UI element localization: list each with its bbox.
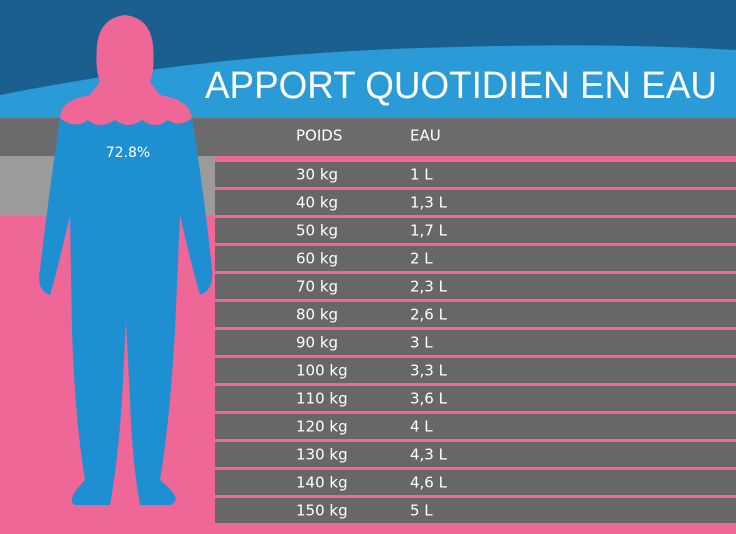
title: APPORT QUOTIDIEN EN EAU — [205, 65, 717, 107]
table-cell: 2 L — [410, 250, 433, 268]
table-cell: 3 L — [410, 334, 433, 352]
body-water — [39, 95, 213, 505]
table-cell: 2,6 L — [410, 306, 448, 324]
table-cell: 3,3 L — [410, 362, 448, 380]
table-cell: 130 kg — [296, 446, 348, 464]
table-row — [215, 358, 736, 383]
table-row — [215, 386, 736, 411]
body-head — [60, 15, 192, 125]
table-row — [215, 246, 736, 271]
table-row — [215, 442, 736, 467]
table-row — [215, 218, 736, 243]
table-rows: 30 kg 1 L 40 kg 1,3 L 50 kg 1,7 L 60 kg 2 L 70 k… — [215, 162, 736, 523]
table-cell: 90 kg — [296, 334, 338, 352]
table-cell: 120 kg — [296, 418, 348, 436]
figure: 72.8% — [39, 15, 213, 505]
table-row — [215, 414, 736, 439]
table-cell: 4 L — [410, 418, 433, 436]
table-cell: 80 kg — [296, 306, 338, 324]
table-cell: 1,3 L — [410, 194, 448, 212]
table-cell: 110 kg — [296, 390, 348, 408]
table-cell: 50 kg — [296, 222, 338, 240]
column-header: POIDS — [296, 127, 342, 145]
table-row — [215, 190, 736, 215]
table-cell: 1,7 L — [410, 222, 448, 240]
table-cell: 40 kg — [296, 194, 338, 212]
table-cell: 70 kg — [296, 278, 338, 296]
table-row — [215, 274, 736, 299]
table-row — [215, 330, 736, 355]
table-cell: 3,6 L — [410, 390, 448, 408]
table-cell: 2,3 L — [410, 278, 448, 296]
table-cell: 4,3 L — [410, 446, 448, 464]
table-row — [215, 162, 736, 187]
table-row — [215, 498, 736, 523]
header-wave — [0, 45, 736, 118]
table-row — [215, 470, 736, 495]
table-cell: 60 kg — [296, 250, 338, 268]
table-cell: 30 kg — [296, 166, 338, 184]
column-header: EAU — [410, 127, 441, 145]
table-cell: 4,6 L — [410, 474, 448, 492]
table-cell: 1 L — [410, 166, 433, 184]
table-cell: 100 kg — [296, 362, 348, 380]
table-cell: 5 L — [410, 502, 433, 520]
table-cell: 150 kg — [296, 502, 348, 520]
table-cell: 140 kg — [296, 474, 348, 492]
figure-label: 72.8% — [106, 145, 150, 161]
table-row — [215, 302, 736, 327]
